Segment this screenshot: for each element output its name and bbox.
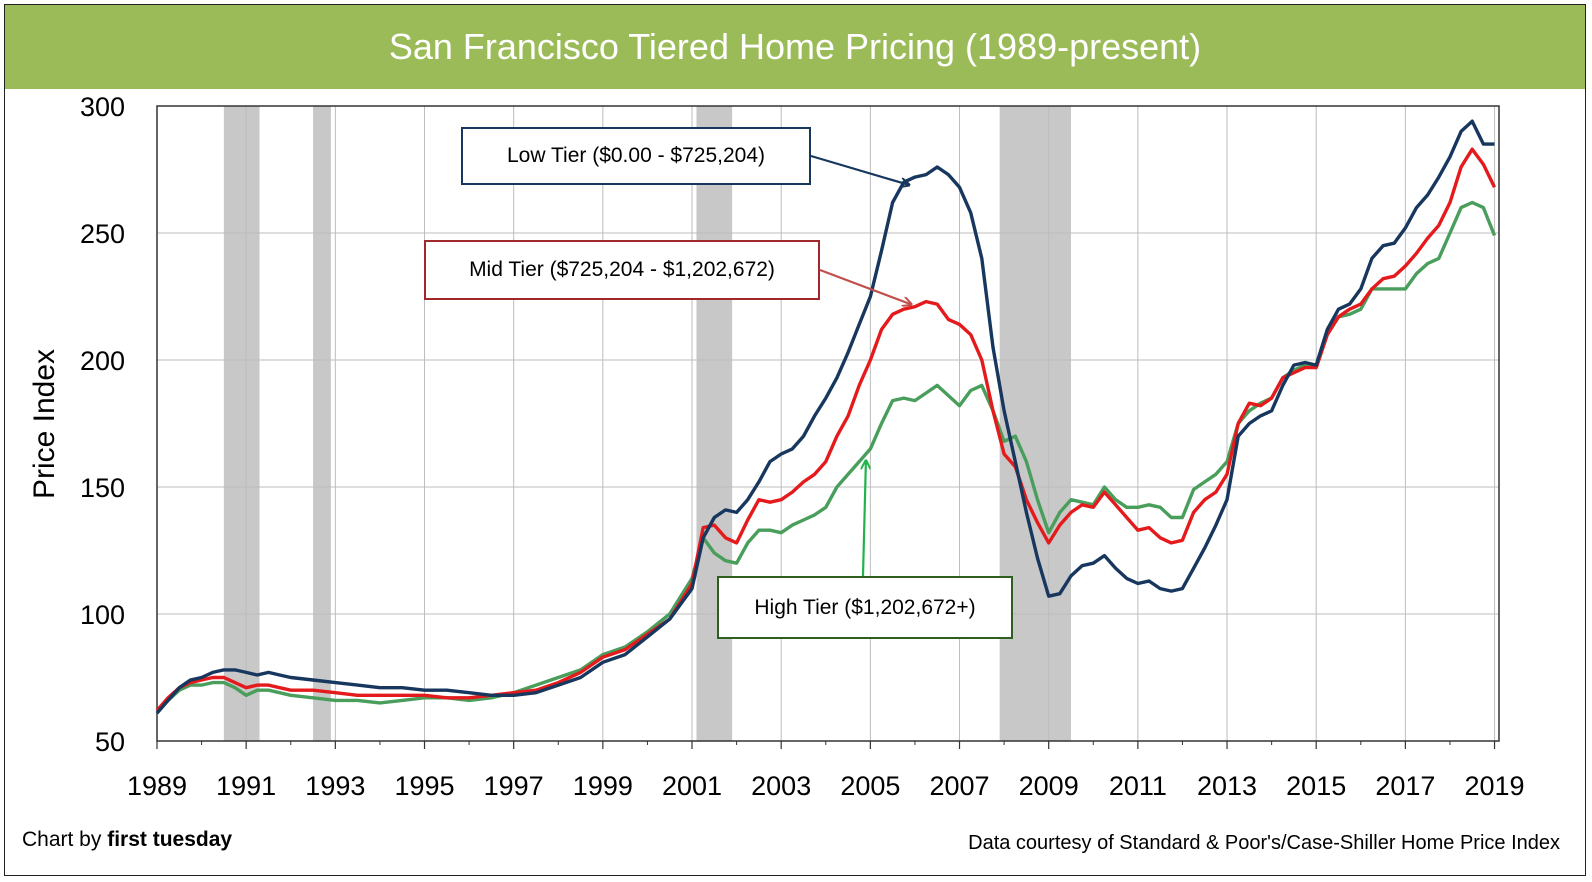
- y-tick-label-100: 100: [80, 600, 125, 630]
- low-tier-line: [155, 119, 1495, 715]
- y-tick-label-150: 150: [80, 473, 125, 503]
- recession-band-2: [696, 106, 733, 741]
- low-tier-label: Low Tier ($0.00 - $725,204): [507, 144, 765, 167]
- x-tick-label-2005: 2005: [840, 771, 900, 801]
- x-tick-label-1999: 1999: [573, 771, 633, 801]
- low-tier-callout: Low Tier ($0.00 - $725,204): [461, 127, 811, 185]
- x-tick-label-1989: 1989: [127, 771, 187, 801]
- recession-band-3: [999, 106, 1071, 741]
- x-tick-label-2019: 2019: [1465, 771, 1525, 801]
- x-tick-label-1997: 1997: [484, 771, 544, 801]
- series-lines: [155, 119, 1497, 715]
- mid-tier-label: Mid Tier ($725,204 - $1,202,672): [469, 258, 775, 281]
- chart-credit: Chart by first tuesday: [22, 828, 232, 852]
- high-callout-arrow: [863, 462, 866, 577]
- x-tick-label-1991: 1991: [216, 771, 276, 801]
- credit-brand: first tuesday: [107, 828, 233, 851]
- recession-band-1: [313, 106, 331, 741]
- y-axis-label: Price Index: [28, 349, 61, 499]
- high-tier-label: High Tier ($1,202,672+): [754, 595, 976, 619]
- credit-prefix: Chart by: [22, 828, 102, 851]
- x-tick-label-2001: 2001: [662, 771, 722, 801]
- low-callout-arrow: [810, 154, 908, 185]
- high-tier-callout: High Tier ($1,202,672+): [717, 576, 1013, 639]
- high-tier-line: [155, 200, 1497, 712]
- x-tick-label-1995: 1995: [394, 771, 454, 801]
- mid-tier-line: [155, 147, 1497, 712]
- y-tick-label-200: 200: [80, 346, 125, 376]
- x-tick-label-2011: 2011: [1109, 771, 1167, 801]
- chart-title: San Francisco Tiered Home Pricing (1989-…: [5, 5, 1585, 89]
- y-tick-label-250: 250: [80, 219, 125, 249]
- recession-band-0: [223, 106, 260, 741]
- recession-bands: [223, 106, 1071, 741]
- x-tick-label-2009: 2009: [1019, 771, 1079, 801]
- x-tick-label-2015: 2015: [1286, 771, 1346, 801]
- x-tick-label-2007: 2007: [929, 771, 989, 801]
- x-tick-label-2017: 2017: [1375, 771, 1435, 801]
- axis-ticks: 50 100 150 200 250 300 1989 1991 1993 1995 1997 199…: [80, 92, 1525, 801]
- y-tick-label-300: 300: [80, 92, 125, 122]
- x-tick-label-2003: 2003: [751, 771, 811, 801]
- mid-tier-callout: Mid Tier ($725,204 - $1,202,672): [424, 240, 820, 300]
- gridlines: [157, 106, 1499, 741]
- x-tick-label-2013: 2013: [1197, 771, 1257, 801]
- callout-arrows: [810, 154, 910, 577]
- x-tick-label-1993: 1993: [305, 771, 365, 801]
- mid-callout-arrow: [819, 268, 910, 304]
- data-source: Data courtesy of Standard & Poor's/Case-…: [968, 832, 1560, 854]
- plot-border: [156, 105, 1500, 742]
- y-tick-label-50: 50: [95, 727, 125, 757]
